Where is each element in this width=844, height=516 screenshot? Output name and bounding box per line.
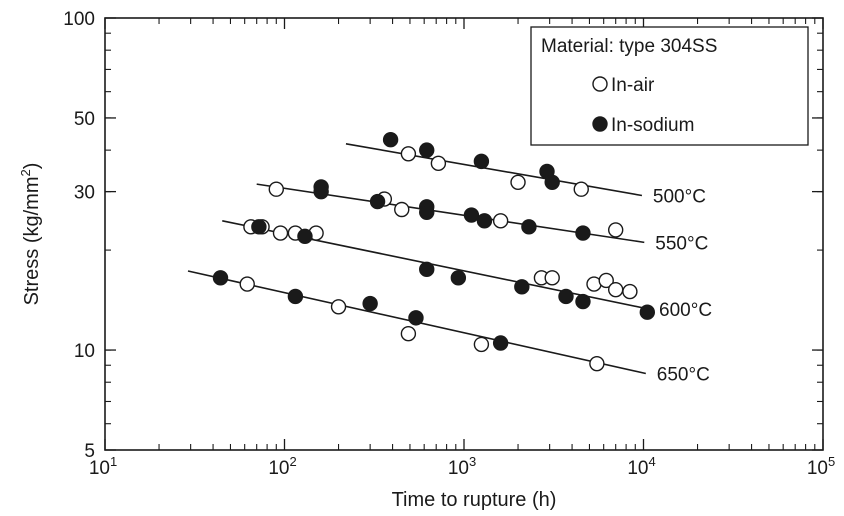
temperature-label: 500°C bbox=[653, 187, 706, 208]
y-tick-label: 100 bbox=[63, 9, 95, 30]
y-tick-label: 50 bbox=[74, 109, 95, 130]
in-sodium-point bbox=[212, 270, 229, 286]
y-tick-label: 10 bbox=[74, 341, 95, 362]
y-tick-label: 5 bbox=[84, 441, 95, 462]
x-tick-label: 101 bbox=[89, 454, 117, 479]
in-air-point bbox=[430, 155, 447, 172]
in-sodium-point bbox=[544, 174, 560, 191]
in-sodium-point bbox=[575, 293, 591, 310]
in-sodium-point bbox=[251, 219, 267, 235]
temperature-label: 650°C bbox=[657, 364, 710, 385]
temperature-label: 600°C bbox=[659, 300, 712, 321]
fit-line bbox=[345, 142, 643, 197]
in-sodium-point bbox=[558, 288, 574, 305]
in-sodium-point bbox=[419, 142, 435, 158]
in-sodium-point bbox=[408, 310, 424, 326]
legend: Material: type 304SS In-air In-sodium bbox=[530, 26, 809, 146]
in-air-point bbox=[400, 326, 417, 342]
legend-entry-label: In-air bbox=[611, 75, 655, 96]
x-axis-title: Time to rupture (h) bbox=[392, 489, 557, 511]
in-sodium-point bbox=[575, 225, 591, 241]
in-sodium-point bbox=[639, 304, 656, 320]
in-air-point bbox=[589, 355, 605, 372]
in-sodium-point bbox=[473, 153, 490, 170]
fit-lines: 500°C 550°C 600°C 650°C bbox=[187, 142, 712, 385]
y-axis-title: Stress (kg/mm2) bbox=[18, 163, 43, 306]
in-sodium-point bbox=[492, 335, 509, 351]
in-air-point bbox=[607, 222, 624, 238]
in-air-point bbox=[492, 213, 509, 229]
in-air-point bbox=[607, 281, 624, 298]
in-air-point bbox=[598, 272, 614, 289]
in-air-point bbox=[330, 299, 347, 315]
in-air-point bbox=[473, 336, 490, 353]
in-sodium-point bbox=[419, 204, 435, 220]
in-sodium-point bbox=[287, 288, 304, 305]
in-air-point bbox=[573, 181, 589, 197]
in-sodium-point bbox=[463, 207, 480, 223]
in-sodium-point bbox=[521, 219, 537, 235]
axes: 101 102 103 104 105 5 10 30 50 100 Time to rupture… bbox=[18, 9, 835, 511]
data-points bbox=[212, 132, 656, 372]
in-sodium-point bbox=[450, 270, 467, 286]
in-air-point bbox=[400, 146, 417, 162]
legend-title: Material: type 304SS bbox=[541, 36, 717, 57]
in-air-point bbox=[544, 270, 560, 286]
in-sodium-point bbox=[514, 279, 530, 295]
in-air-point bbox=[394, 201, 410, 218]
in-air-point bbox=[268, 181, 284, 197]
legend-box bbox=[530, 26, 809, 146]
legend-entry-label: In-sodium bbox=[611, 115, 694, 136]
in-sodium-point bbox=[419, 261, 435, 278]
legend-marker-in-air bbox=[592, 76, 608, 92]
in-air-point bbox=[272, 225, 289, 241]
legend-marker-in-sodium bbox=[592, 116, 608, 132]
in-sodium-point bbox=[382, 132, 399, 148]
x-tick-label: 104 bbox=[627, 454, 655, 479]
temperature-label: 550°C bbox=[655, 233, 708, 254]
in-sodium-point bbox=[369, 193, 386, 210]
in-air-point bbox=[239, 276, 255, 292]
x-tick-label: 105 bbox=[807, 454, 835, 479]
y-tick-label: 30 bbox=[74, 183, 95, 204]
in-sodium-point bbox=[476, 213, 493, 229]
x-tick-label: 102 bbox=[268, 454, 296, 479]
in-sodium-point bbox=[313, 183, 329, 200]
in-air-point bbox=[622, 283, 638, 300]
in-sodium-point bbox=[362, 295, 378, 312]
in-sodium-point bbox=[297, 228, 313, 245]
x-tick-label: 103 bbox=[448, 454, 476, 479]
in-air-point bbox=[510, 174, 526, 191]
